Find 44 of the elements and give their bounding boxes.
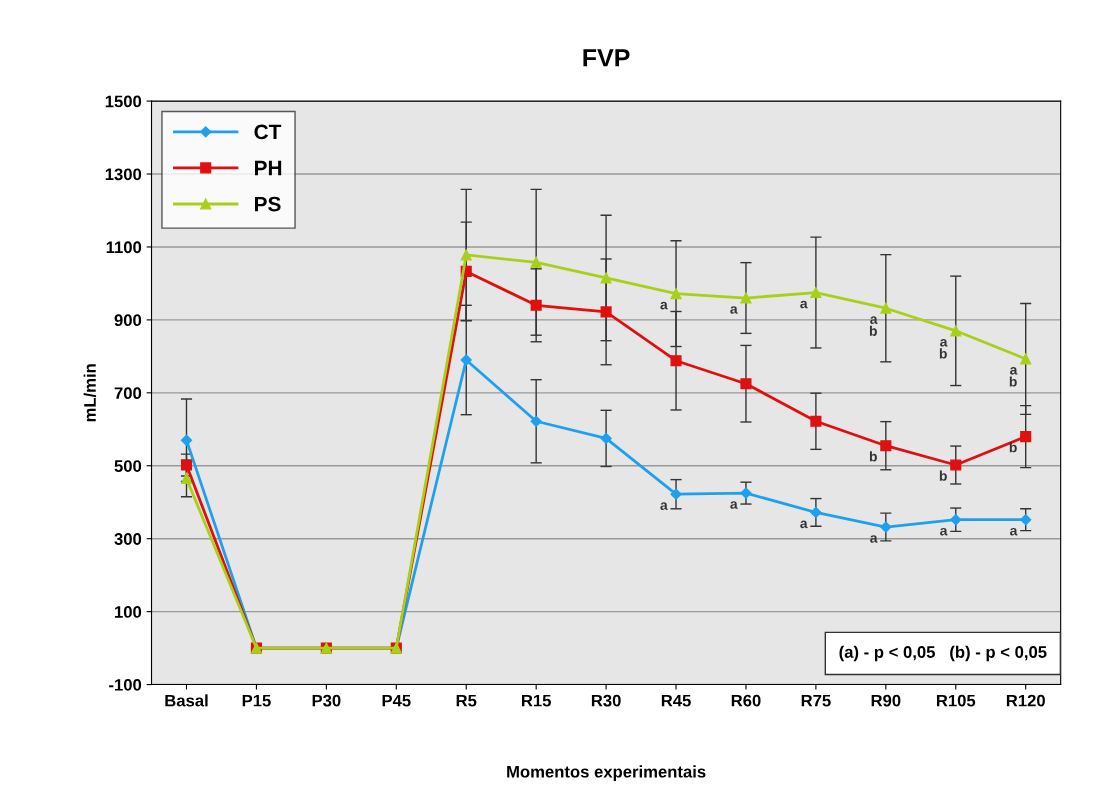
y-tick-label: 100 (115, 606, 142, 618)
annotation: a (870, 535, 878, 543)
annotation: a (660, 502, 668, 510)
annotation: (a) - p < 0,05 (b) - p < 0,05 (839, 645, 1047, 662)
x-tick-label: P45 (382, 694, 411, 707)
annotation: a (800, 520, 808, 529)
legend-label: PS (255, 196, 281, 212)
annotation: a b (869, 316, 878, 336)
x-tick-label: P15 (242, 694, 271, 707)
y-tick-label: 1500 (105, 95, 142, 108)
y-tick-label: 300 (114, 533, 142, 545)
x-axis-title: Momentos experimentais (507, 765, 706, 781)
annotation: a b (1009, 367, 1018, 387)
legend-label: PH (255, 160, 282, 176)
annotation: b (1009, 442, 1017, 453)
x-tick-label: R105 (936, 694, 976, 707)
y-tick-label: 700 (114, 387, 142, 400)
annotation: a (730, 306, 738, 314)
y-tick-label: 900 (114, 314, 142, 327)
x-tick-label: R75 (801, 694, 831, 707)
y-tick-label: 1100 (106, 241, 142, 254)
annotation: a (1010, 527, 1018, 536)
y-axis-title: mL/min (83, 364, 97, 422)
chart-title: FVP (583, 49, 630, 67)
annotation: a b (939, 338, 948, 359)
annotation: a (800, 300, 808, 309)
x-tick-label: Basal (165, 694, 208, 707)
legend-label: CT (254, 124, 282, 140)
y-tick-label: 1300 (105, 168, 142, 181)
x-tick-label: R5 (456, 694, 477, 707)
x-tick-label: R90 (871, 694, 901, 707)
annotation: b (939, 470, 947, 481)
x-tick-label: R60 (731, 694, 761, 707)
annotation: a (730, 501, 738, 509)
x-tick-label: R30 (591, 694, 621, 707)
x-tick-label: P30 (312, 694, 341, 707)
y-tick-label: -100 (109, 678, 142, 691)
y-tick-label: 500 (114, 460, 142, 472)
annotation: b (869, 451, 877, 462)
annotation: a (940, 527, 948, 536)
x-tick-label: R45 (661, 694, 691, 707)
x-tick-label: R120 (1006, 694, 1045, 707)
annotation: a (660, 301, 668, 310)
x-tick-label: R15 (521, 694, 551, 707)
